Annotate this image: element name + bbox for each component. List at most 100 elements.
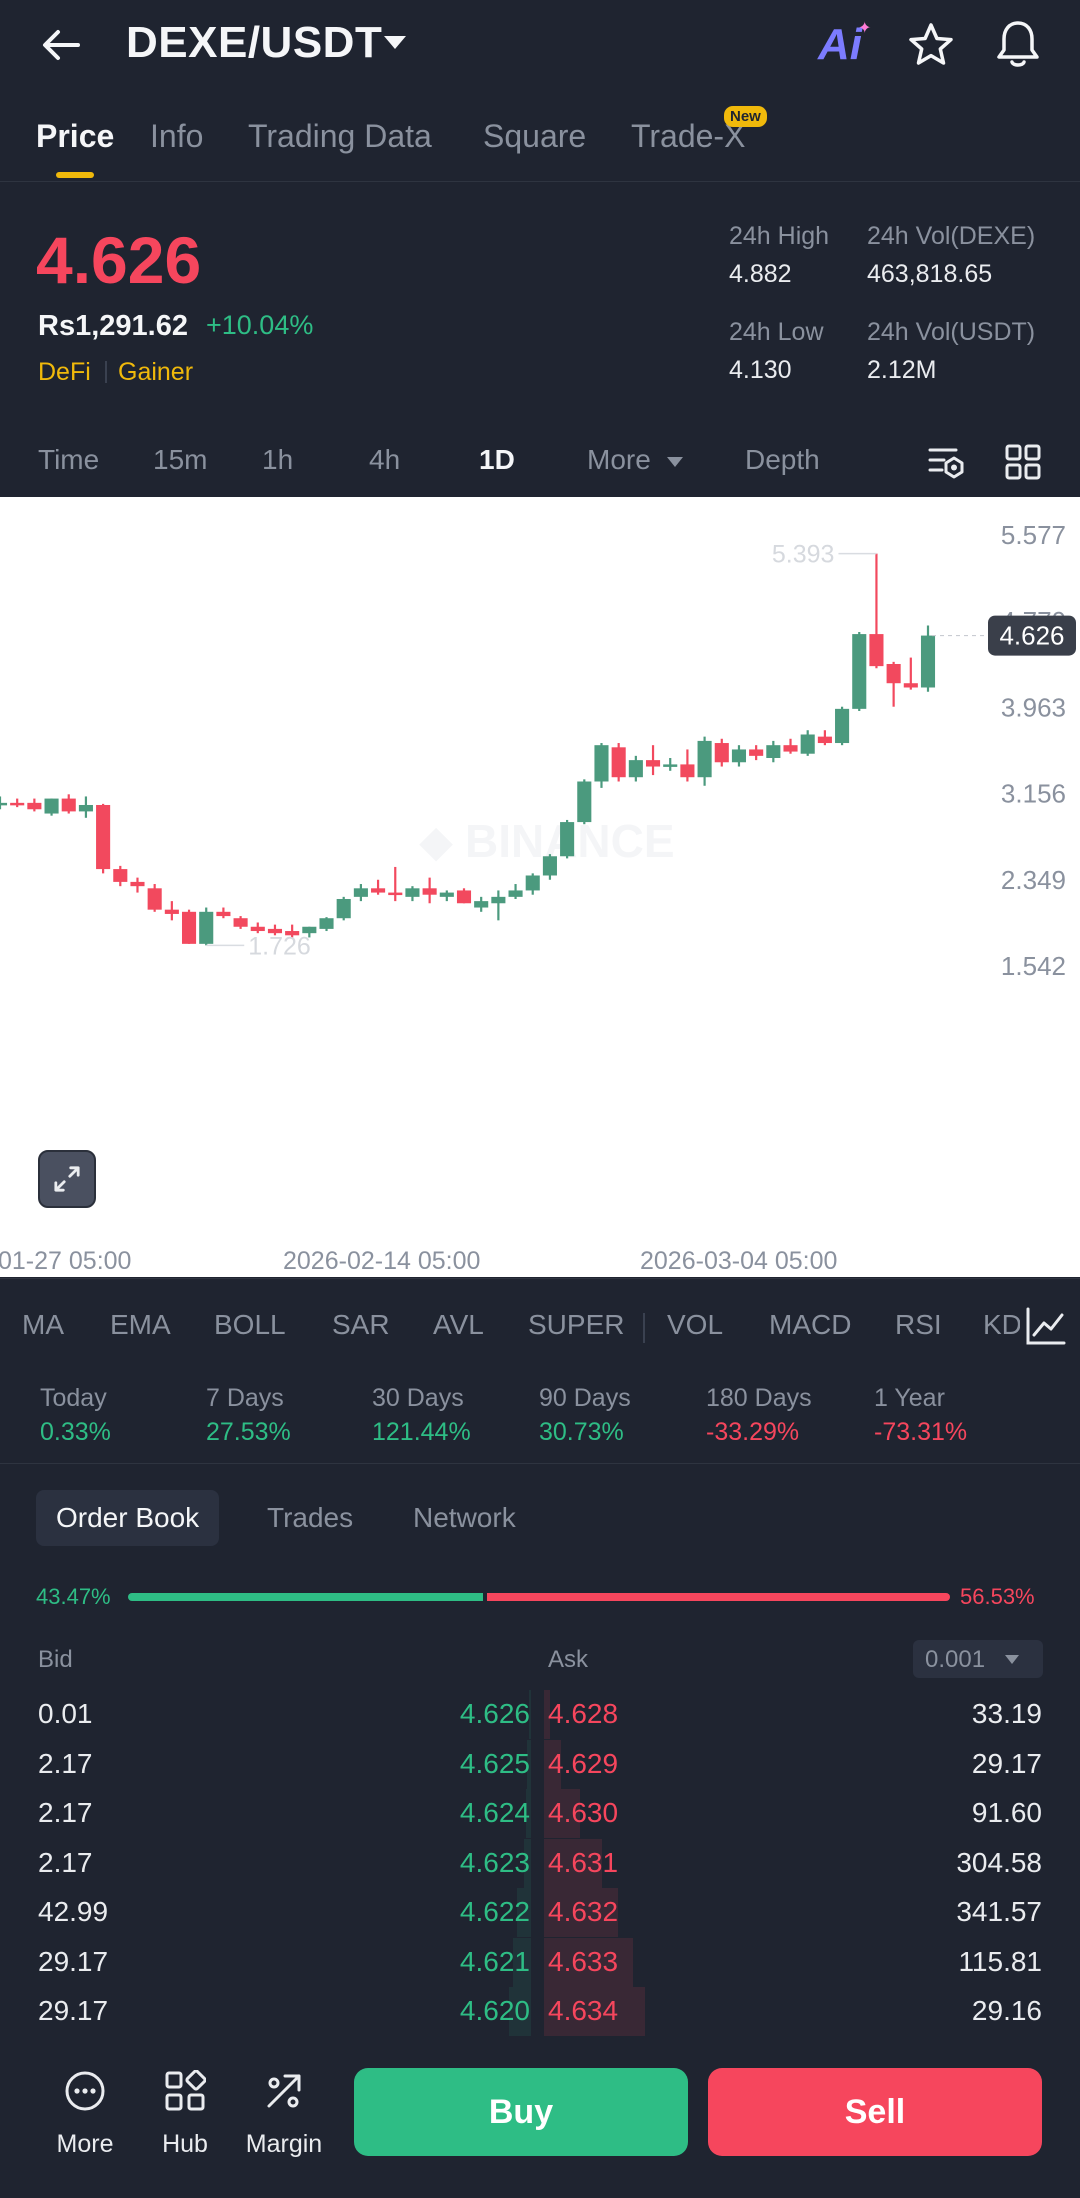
ask-depth-bar: [544, 1838, 602, 1888]
orderbook-row[interactable]: 29.17 4.620 4.634 29.16: [0, 1987, 1080, 2036]
chart-canvas[interactable]: ⬥ BINANCE5.5774.7703.9633.1562.3491.5420…: [0, 497, 1080, 1277]
timeframe-1h[interactable]: 1h: [262, 444, 294, 475]
indicator-macd[interactable]: MACD: [769, 1309, 852, 1340]
indicator-bar: MA EMA BOLL SAR AVL SUPER VOL MACD RSI K…: [0, 1278, 1080, 1375]
perf-90d-label: 90 Days: [539, 1384, 631, 1412]
orderbook-row[interactable]: 2.17 4.624 4.630 91.60: [0, 1789, 1080, 1838]
candle-body: [817, 736, 832, 744]
sell-button[interactable]: Sell: [708, 2068, 1042, 2156]
back-arrow-icon[interactable]: [38, 22, 84, 68]
high-marker-label: 5.393: [772, 541, 835, 569]
precision-dropdown-icon: [1005, 1655, 1019, 1664]
indicator-kd[interactable]: KD: [983, 1309, 1022, 1340]
notification-bell-icon[interactable]: [994, 18, 1042, 70]
bid-quantity: 2.17: [38, 1747, 93, 1779]
tab-info[interactable]: Info: [150, 118, 204, 154]
high-label: 24h High: [729, 222, 830, 250]
pair-title[interactable]: DEXE/USDT: [126, 18, 383, 67]
low-label: 24h Low: [729, 318, 824, 346]
candle-body: [594, 745, 609, 782]
tag-defi[interactable]: DeFi: [38, 358, 91, 386]
candle-body: [96, 804, 111, 870]
hub-nav-button[interactable]: Hub: [140, 2070, 230, 2170]
candle-body: [869, 634, 884, 667]
ask-price: 4.628: [548, 1698, 619, 1729]
favorite-star-icon[interactable]: [906, 20, 956, 70]
indicator-super[interactable]: SUPER: [528, 1309, 625, 1340]
local-price: Rs1,291.62: [38, 310, 188, 342]
orderbook-row[interactable]: 42.99 4.622 4.632 341.57: [0, 1888, 1080, 1937]
ask-price: 4.630: [548, 1797, 619, 1828]
ask-ratio-bar: [487, 1593, 950, 1601]
tag-gainer[interactable]: Gainer: [118, 358, 194, 386]
indicator-divider: [643, 1313, 645, 1343]
indicator-avl[interactable]: AVL: [433, 1309, 484, 1340]
y-tick-label: 5.577: [1001, 520, 1066, 550]
timeframe-4h[interactable]: 4h: [369, 444, 401, 475]
margin-nav-button[interactable]: Margin: [239, 2070, 329, 2170]
ask-price: 4.634: [548, 1995, 619, 2026]
perf-1y-label: 1 Year: [874, 1384, 945, 1412]
candle-body: [749, 749, 764, 756]
candle-body: [371, 888, 386, 893]
timeframe-time[interactable]: Time: [38, 444, 100, 475]
bid-depth-bar: [517, 1888, 531, 1937]
timeframe-1d[interactable]: 1D: [479, 444, 515, 475]
indicator-ema[interactable]: EMA: [110, 1309, 171, 1340]
ask-depth-bar: [544, 1987, 645, 2036]
pair-dropdown-icon[interactable]: [384, 36, 406, 49]
orderbook-row[interactable]: 0.01 4.626 4.628 33.19: [0, 1690, 1080, 1739]
tab-price[interactable]: Price: [36, 118, 115, 154]
orderbook-row[interactable]: 2.17 4.625 4.629 29.17: [0, 1739, 1080, 1789]
timeframe-more[interactable]: More: [587, 444, 651, 475]
tab-trading-data[interactable]: Trading Data: [248, 118, 432, 154]
ai-button[interactable]: Ai: [818, 20, 862, 69]
ask-quantity: 304.58: [956, 1846, 1042, 1878]
fullscreen-expand-icon[interactable]: [38, 1150, 96, 1208]
timeframe-depth[interactable]: Depth: [745, 444, 820, 475]
chart-settings-icon[interactable]: [926, 442, 966, 482]
candle-body: [491, 896, 506, 904]
candle-body: [525, 875, 540, 891]
indicator-sar[interactable]: SAR: [332, 1309, 390, 1340]
low-value: 4.130: [729, 356, 792, 384]
candle-body: [216, 911, 231, 917]
ask-depth-bar: [544, 1739, 561, 1789]
bid-depth-bar: [524, 1838, 531, 1888]
indicator-vol[interactable]: VOL: [667, 1309, 724, 1340]
candle-body: [164, 909, 179, 914]
candle-body: [285, 931, 300, 936]
indicator-boll[interactable]: BOLL: [214, 1309, 286, 1340]
bid-header: Bid: [38, 1646, 73, 1673]
tab-order-book[interactable]: Order Book: [36, 1490, 220, 1546]
indicator-rsi[interactable]: RSI: [895, 1309, 942, 1340]
orderbook-row[interactable]: 29.17 4.621 4.633 115.81: [0, 1937, 1080, 1987]
bid-price: 4.624: [459, 1797, 530, 1828]
bottom-action-bar: More Hub Margin Buy Sell: [0, 2040, 1080, 2198]
tab-network[interactable]: Network: [413, 1502, 516, 1533]
grid-layout-icon[interactable]: [1003, 442, 1043, 482]
tab-trades[interactable]: Trades: [267, 1502, 354, 1533]
more-circle-icon: [65, 2071, 105, 2111]
buy-button[interactable]: Buy: [354, 2068, 688, 2156]
candle-body: [508, 890, 523, 897]
vol-base-value: 463,818.65: [867, 260, 993, 288]
candle-body: [78, 804, 93, 812]
timeframe-15m[interactable]: 15m: [153, 444, 208, 475]
ask-header: Ask: [548, 1646, 589, 1673]
x-tick-label: 2026-03-04 05:00: [640, 1247, 837, 1275]
indicator-settings-icon[interactable]: [1020, 1279, 1080, 1375]
tab-square[interactable]: Square: [483, 118, 587, 154]
candle-body: [474, 901, 489, 908]
ask-quantity: 33.19: [971, 1698, 1042, 1729]
candlestick-chart[interactable]: ⬥ BINANCE5.5774.7703.9633.1562.3491.5420…: [0, 497, 1080, 1277]
ask-depth-bar: [544, 1937, 633, 1987]
more-nav-button[interactable]: More: [40, 2070, 130, 2170]
bid-quantity: 29.17: [38, 1945, 109, 1977]
candle-body: [783, 745, 798, 752]
indicator-ma[interactable]: MA: [22, 1309, 64, 1340]
orderbook-row[interactable]: 2.17 4.623 4.631 304.58: [0, 1838, 1080, 1888]
last-price: 4.626: [36, 223, 202, 297]
precision-select[interactable]: 0.001: [913, 1640, 1043, 1678]
more-dropdown-icon[interactable]: [667, 457, 683, 467]
